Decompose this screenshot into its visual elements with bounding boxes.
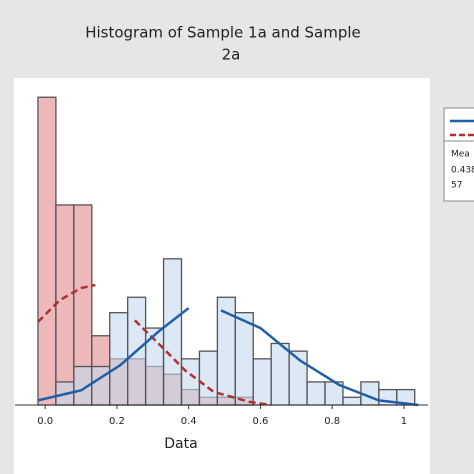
x-tick-label: 0.4 [181,416,197,427]
x-tick-label: 0.2 [109,416,125,427]
x-tick-label: 0.6 [252,416,268,427]
bar [198,350,219,406]
bar [252,358,272,406]
bar [180,358,201,406]
legend-box [443,107,474,147]
bar [342,396,362,406]
x-tick-label: 0.8 [324,416,340,427]
stats-text: 0.438 [451,166,474,176]
fit-curve [37,307,419,407]
bar [109,312,129,406]
chart-title: Histogram of Sample 1a and Sample [85,24,361,42]
chart-title: 2a [222,46,241,64]
bar [37,96,57,406]
stats-box [443,140,474,202]
bar [270,342,290,406]
fit-curve [37,283,272,407]
x-tick-label: 0.0 [37,416,53,427]
x-tick-label: 1 [401,416,407,427]
bar [55,204,75,406]
stats-text: 57 [451,181,462,191]
bar [306,381,326,406]
bar [234,312,254,406]
stats-text: Mea [451,150,470,160]
bar [162,258,183,406]
x-axis-label: Data [164,436,197,452]
